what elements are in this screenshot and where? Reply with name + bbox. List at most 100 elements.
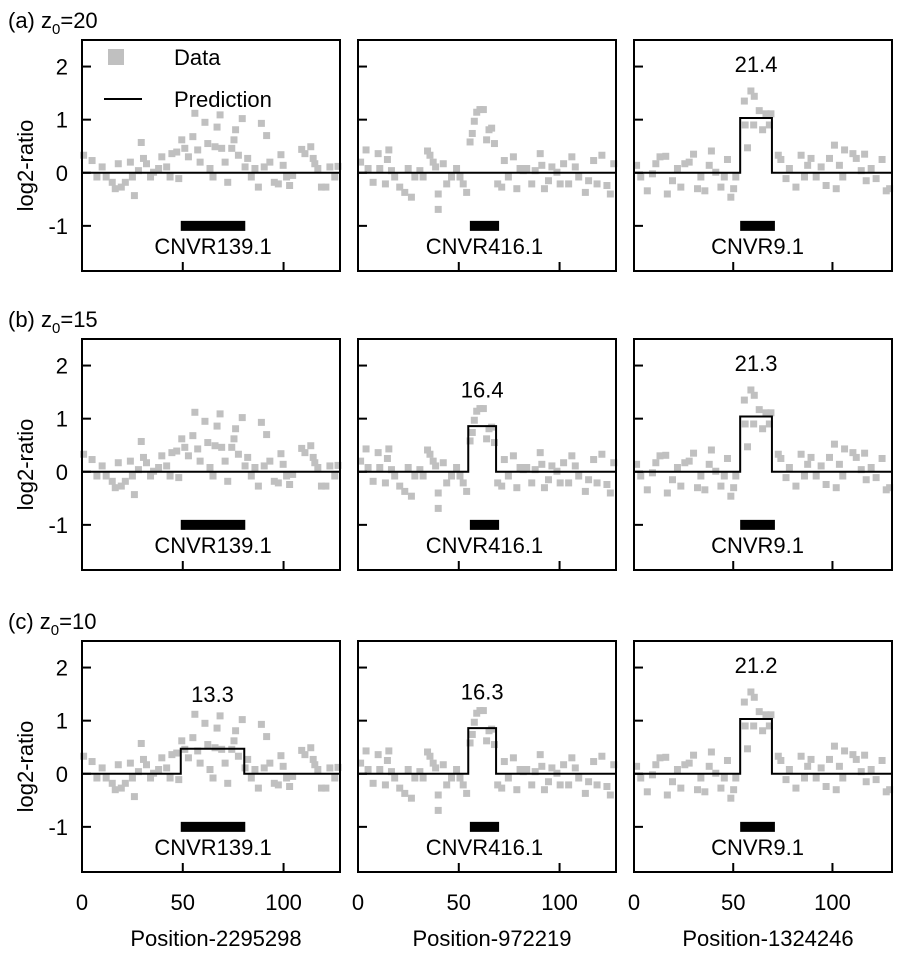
data-point: [426, 151, 434, 159]
y-tick-label: -1: [48, 815, 68, 840]
data-point: [126, 759, 134, 767]
data-point: [158, 754, 166, 762]
data-point: [685, 457, 693, 465]
data-point: [283, 173, 291, 181]
data-point: [575, 173, 583, 181]
data-point: [456, 472, 464, 480]
data-point: [581, 188, 589, 196]
data-point: [656, 452, 664, 460]
data-point: [383, 155, 391, 163]
data-point: [832, 786, 840, 794]
data-point: [244, 453, 252, 461]
data-point: [857, 768, 865, 776]
data-point: [194, 747, 202, 755]
data-point: [139, 755, 147, 763]
data-point: [849, 751, 857, 759]
data-point: [807, 154, 815, 162]
data-point: [411, 472, 419, 480]
data-point: [362, 146, 370, 154]
data-point: [298, 746, 306, 754]
data-point: [114, 160, 122, 168]
data-point: [747, 87, 755, 95]
data-point: [685, 759, 693, 767]
data-point: [173, 447, 181, 455]
data-point: [331, 774, 339, 782]
data-point: [817, 163, 825, 171]
data-point: [633, 161, 641, 169]
data-point: [841, 146, 849, 154]
data-point: [785, 766, 793, 774]
data-point: [633, 762, 641, 770]
data-point: [585, 476, 593, 484]
data-point: [585, 177, 593, 185]
data-point: [266, 158, 274, 166]
y-axis-label: log2-ratio: [13, 419, 38, 511]
data-point: [835, 161, 843, 169]
data-point: [732, 173, 740, 181]
data-point: [289, 470, 297, 478]
data-point: [137, 138, 145, 146]
data-point: [194, 445, 202, 453]
data-point: [886, 786, 894, 794]
data-point: [139, 453, 147, 461]
data-point: [867, 766, 875, 774]
data-point: [504, 173, 512, 181]
data-point: [490, 140, 498, 148]
data-point: [792, 784, 800, 792]
data-point: [593, 180, 601, 188]
data-point: [88, 157, 96, 165]
panel-r2-c0: CNVR139.1 13.3 -1 0 1 2 0 50 100 Position-2295298: [48, 640, 342, 951]
data-point: [648, 771, 656, 779]
data-point: [556, 479, 564, 487]
data-point: [311, 160, 319, 168]
data-point: [633, 460, 641, 468]
data-point: [807, 755, 815, 763]
data-point: [701, 788, 709, 796]
data-point: [117, 183, 125, 191]
data-point: [168, 751, 176, 759]
data-point: [830, 141, 838, 149]
data-point: [381, 180, 389, 188]
data-point: [279, 460, 287, 468]
data-point: [108, 178, 116, 186]
data-point: [744, 144, 752, 152]
data-point: [432, 163, 440, 171]
prediction-line: [634, 117, 892, 174]
data-point: [196, 457, 204, 465]
data-point: [196, 759, 204, 767]
data-point: [369, 178, 377, 186]
data-point: [102, 472, 110, 480]
data-point: [137, 739, 145, 747]
data-point: [610, 459, 618, 467]
data-point: [523, 464, 531, 472]
data-point: [166, 472, 174, 480]
data-point: [163, 163, 171, 171]
data-point: [201, 719, 209, 727]
data-point: [782, 776, 790, 784]
data-point: [759, 727, 767, 735]
data-point: [434, 791, 442, 799]
data-point: [416, 466, 424, 474]
prediction-line: [358, 727, 616, 775]
data-point: [568, 153, 576, 161]
data-point: [234, 151, 242, 159]
data-point: [720, 472, 728, 480]
data-point: [443, 180, 451, 188]
data-point: [206, 165, 214, 173]
data-point: [669, 476, 677, 484]
x-axis-label: Position-972219: [412, 926, 571, 951]
data-point: [247, 774, 255, 782]
data-point: [307, 744, 315, 752]
data-point: [470, 117, 478, 125]
row-label-subscript: 0: [52, 320, 60, 337]
data-point: [301, 449, 309, 457]
data-point: [178, 136, 186, 144]
data-point: [732, 472, 740, 480]
x-axis-label: Position-1324246: [682, 926, 853, 951]
data-point: [439, 459, 447, 467]
data-point: [216, 410, 224, 418]
data-point: [401, 487, 409, 495]
data-point: [697, 173, 705, 181]
data-point: [234, 450, 242, 458]
data-point: [637, 173, 645, 181]
